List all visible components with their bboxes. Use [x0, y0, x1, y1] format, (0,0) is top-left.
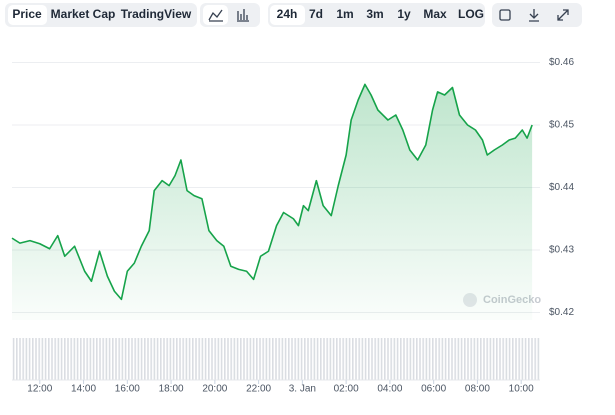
line-icon-glyph: [208, 9, 223, 22]
range-button[interactable]: 1m: [336, 7, 353, 21]
range-button[interactable]: 3m: [366, 7, 383, 21]
x-tick-label: 22:00: [246, 384, 271, 395]
area: [12, 84, 533, 320]
range-group: [268, 3, 485, 27]
view-button[interactable]: Market Cap: [51, 7, 116, 21]
x-tick-label: 02:00: [334, 384, 359, 395]
x-tick-label: 10:00: [509, 384, 534, 395]
range-button[interactable]: 7d: [309, 7, 323, 21]
view-button[interactable]: Price: [12, 7, 42, 21]
plot: $0.42 $0.43 $0.44 $0.45 $0.46 12:00 14:00 16:00…: [11, 57, 574, 395]
y-tick-label: $0.45: [549, 120, 574, 131]
x-tick-label: 14:00: [71, 384, 96, 395]
range-button[interactable]: LOG: [458, 7, 484, 21]
x-tick-label: 12:00: [27, 384, 52, 395]
price-line: [11, 83, 533, 301]
range-button[interactable]: 1y: [397, 7, 411, 21]
x-tick-label: 16:00: [115, 384, 140, 395]
x-tick-label: 08:00: [465, 384, 490, 395]
x-tick-label: 06:00: [421, 384, 446, 395]
x-tick-label: 18:00: [159, 384, 184, 395]
y-tick-label: $0.43: [549, 245, 574, 256]
x-tick-label: 3. Jan: [289, 384, 316, 395]
fullscreen-icon[interactable]: [557, 9, 569, 21]
x-tick-label: 20:00: [202, 384, 227, 395]
candle-icon[interactable]: [237, 9, 249, 22]
download-icon[interactable]: [529, 9, 539, 22]
view-group: [5, 3, 197, 27]
calendar-icon[interactable]: [499, 9, 511, 21]
y-tick-label: $0.42: [549, 307, 574, 318]
active-view[interactable]: [8, 5, 47, 25]
x-tick-label: 04:00: [377, 384, 402, 395]
view-button[interactable]: TradingView: [121, 7, 192, 21]
volume-bars: [12, 338, 540, 380]
range-button[interactable]: Max: [423, 7, 447, 21]
range-button[interactable]: 24h: [277, 7, 298, 21]
active-range[interactable]: [270, 5, 305, 25]
y-tick-label: $0.44: [549, 182, 574, 193]
y-tick-label: $0.46: [549, 57, 574, 68]
